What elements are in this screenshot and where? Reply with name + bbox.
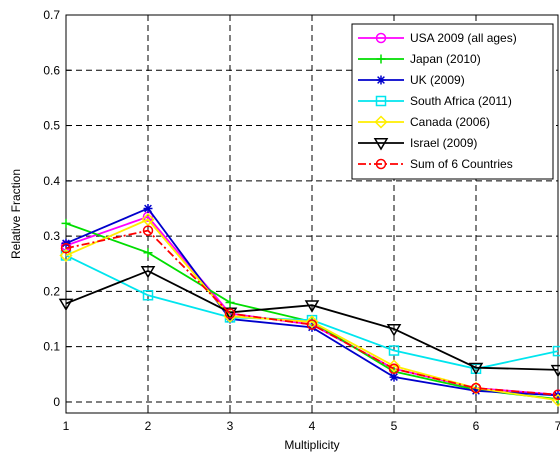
legend-marker [373, 138, 389, 151]
data-point [552, 389, 560, 401]
legend-item: Israel (2009) [358, 136, 477, 151]
data-point [142, 225, 154, 236]
x-tick-label: 7 [555, 419, 560, 433]
legend: USA 2009 (all ages) Japan (2010) UK (2009)… [351, 23, 554, 180]
legend-marker [376, 54, 386, 64]
data-point [552, 345, 560, 357]
data-point [470, 382, 482, 394]
y-tick-label: 0.7 [43, 8, 60, 22]
data-point [58, 298, 74, 312]
data-point [388, 363, 400, 375]
data-point [388, 345, 400, 356]
legend-marker [375, 32, 387, 44]
data-point [386, 324, 402, 337]
data-point [224, 308, 236, 319]
data-point [471, 386, 481, 396]
legend-label: UK (2009) [410, 73, 465, 87]
x-tick-label: 2 [145, 419, 152, 433]
data-point [389, 372, 399, 382]
data-point [61, 218, 71, 228]
data-point [305, 315, 319, 329]
y-axis-label: Relative Fraction [9, 169, 23, 259]
series-1 [61, 218, 560, 404]
data-point [387, 359, 401, 373]
series-line [65, 269, 559, 371]
data-point [60, 243, 72, 254]
x-tick-label: 5 [391, 419, 398, 433]
x-tick-label: 3 [227, 419, 234, 433]
x-axis-label: Multiplicity [284, 438, 339, 452]
y-tick-label: 0.3 [43, 229, 60, 243]
data-point [468, 362, 484, 376]
legend-item: Japan (2010) [358, 52, 481, 66]
axis-ticks: 1 2 3 4 5 6 7 0 0.1 0.2 0.3 0.4 0.5 0.6 0.7 [43, 8, 560, 433]
data-point [142, 290, 154, 301]
x-tick-label: 4 [309, 419, 316, 433]
legend-item: UK (2009) [358, 73, 465, 87]
y-tick-label: 0.2 [43, 284, 60, 298]
y-tick-label: 0.4 [43, 174, 60, 188]
legend-label: Israel (2009) [410, 136, 477, 150]
legend-label: Canada (2006) [410, 115, 490, 129]
series-6 [60, 225, 560, 401]
legend-item: South Africa (2011) [358, 94, 512, 108]
legend-item: USA 2009 (all ages) [358, 31, 517, 45]
series-3 [60, 250, 560, 375]
y-tick-label: 0.5 [43, 119, 60, 133]
y-tick-label: 0.1 [43, 340, 60, 354]
data-point [225, 297, 235, 307]
data-point [143, 248, 153, 258]
legend-label: Sum of 6 Countries [410, 157, 513, 171]
data-point [304, 300, 320, 313]
legend-item: Canada (2006) [358, 115, 490, 129]
legend-label: Japan (2010) [410, 52, 481, 66]
legend-label: South Africa (2011) [410, 94, 512, 108]
x-tick-label: 1 [63, 419, 70, 433]
data-point [59, 248, 73, 263]
data-point [306, 319, 318, 330]
legend-marker [374, 115, 388, 129]
data-point [143, 203, 153, 213]
legend-marker [375, 95, 387, 107]
legend-label: USA 2009 (all ages) [410, 31, 517, 45]
series-layer [58, 203, 560, 407]
data-point [140, 265, 156, 279]
y-tick-label: 0.6 [43, 63, 60, 77]
data-point [141, 212, 155, 227]
y-tick-label: 0 [53, 395, 60, 409]
data-point [550, 364, 560, 378]
legend-marker [375, 158, 387, 170]
series-line [65, 229, 559, 396]
legend-item: Sum of 6 Countries [358, 157, 513, 171]
legend-marker [376, 75, 386, 85]
x-tick-label: 6 [473, 419, 480, 433]
series-4 [59, 212, 560, 407]
